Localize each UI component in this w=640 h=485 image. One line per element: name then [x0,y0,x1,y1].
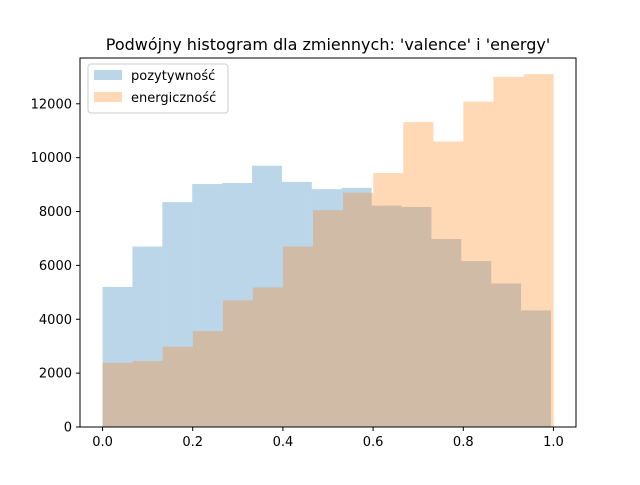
histogram-bar-energy-3 [192,331,223,427]
legend-label-valence: pozytywność [131,69,215,84]
x-tick-label: 0.8 [453,435,474,450]
legend-box [87,63,229,114]
x-tick-label: 0.4 [273,435,294,450]
y-tick-label: 12000 [31,97,72,112]
histogram-bar-energy-0 [102,362,133,427]
legend-label-energy: energiczność [131,91,216,106]
plot-frame [79,57,577,428]
legend: pozytywność energiczność [87,63,229,114]
x-tick-label: 0.2 [182,435,203,450]
histogram-bar-energy-12 [463,101,494,427]
histogram-bar-energy-4 [222,300,253,427]
histogram-bar-valence-2 [162,202,193,427]
histogram-bar-valence-9 [371,205,402,427]
x-tick-label: 0.0 [92,435,113,450]
y-tick-label: 2000 [39,367,72,382]
y-tick-label: 4000 [39,313,72,328]
histogram-bar-valence-12 [461,261,492,427]
histogram-bar-energy-7 [313,210,344,427]
x-tick-label: 1.0 [543,435,564,450]
histogram-bar-valence-0 [102,286,133,427]
histogram-bar-valence-8 [341,187,372,427]
histogram-bar-energy-9 [373,173,404,427]
chart-title: Podwójny histogram dla zmiennych: 'valen… [106,35,550,54]
histogram-bar-valence-11 [431,239,462,427]
histogram-bar-valence-10 [401,206,432,427]
histogram-bar-energy-13 [493,76,524,427]
axes: 0.0 0.2 0.4 0.6 0.8 1.0 0 2000 4000 6000 8000 10000… [31,57,577,450]
histogram-bar-energy-11 [433,141,464,427]
y-tick-label: 6000 [39,259,72,274]
histogram-bar-valence-14 [521,310,551,427]
histogram-bar-valence-6 [281,181,312,427]
histogram-bar-energy-2 [162,346,193,427]
histogram-bars [102,74,554,428]
histogram-bar-energy-5 [252,287,283,427]
y-tick-label: 8000 [39,205,72,220]
y-tick-label: 0 [64,421,72,436]
histogram-bar-valence-1 [132,246,163,427]
histogram-bar-valence-4 [222,182,253,427]
histogram-bar-valence-5 [252,165,282,428]
histogram-bar-energy-14 [523,74,554,427]
histogram-bar-valence-7 [311,189,342,427]
histogram-bar-valence-3 [192,184,223,427]
histogram-bar-energy-6 [283,246,314,427]
histogram-bar-energy-10 [403,122,434,427]
y-tick-label: 10000 [31,151,72,166]
histogram-bar-energy-8 [343,192,374,427]
legend-swatch-energy [94,92,122,102]
histogram-bar-valence-13 [491,283,522,427]
legend-swatch-valence [94,70,122,80]
x-tick-label: 0.6 [363,435,384,450]
histogram-bar-energy-1 [132,361,163,427]
